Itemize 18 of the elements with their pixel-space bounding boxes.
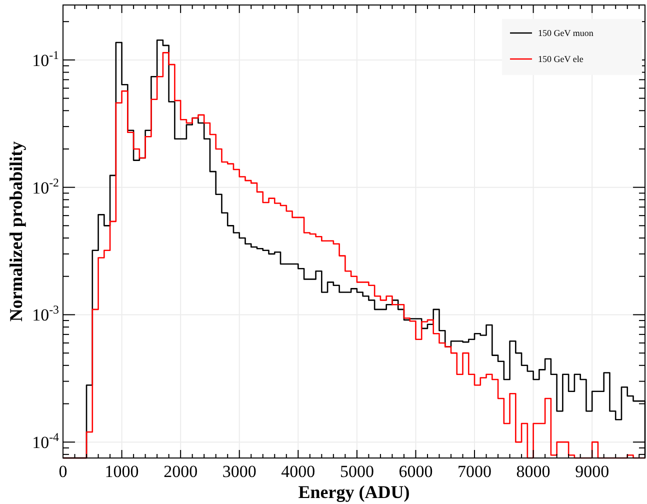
- y-tick-label: 10$^{-4}$: [32, 430, 60, 452]
- x-tick-label: 0: [58, 462, 68, 481]
- x-tick-label: 8000: [516, 462, 550, 481]
- y-tick-label: 10$^{-1}$: [32, 48, 60, 70]
- y-tick-label: 10$^{-3}$: [32, 302, 60, 325]
- x-tick-label: 5000: [340, 462, 374, 481]
- x-axis-title: Energy (ADU): [298, 482, 410, 502]
- x-tick-label: 9000: [575, 462, 610, 481]
- x-tick-label: 4000: [281, 462, 316, 481]
- legend-label: 150 GeV ele: [538, 54, 584, 64]
- y-axis-title: Normalized probability: [6, 141, 26, 322]
- legend-label: 150 GeV muon: [538, 28, 594, 38]
- y-tick-label: 10$^{-2}$: [32, 175, 60, 198]
- x-tick-label: 1000: [104, 462, 139, 481]
- x-tick-label: 7000: [458, 462, 492, 481]
- x-tick-label: 6000: [398, 462, 433, 481]
- x-tick-label: 2000: [164, 462, 198, 481]
- x-tick-label: 3000: [222, 462, 256, 481]
